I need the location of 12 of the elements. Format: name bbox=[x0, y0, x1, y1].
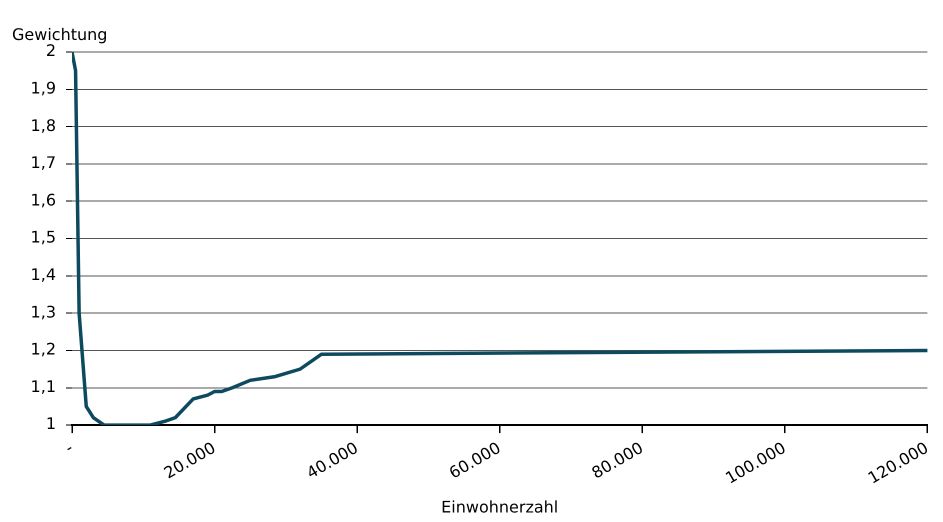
x-axis-title: Einwohnerzahl bbox=[441, 498, 558, 517]
y-tick-label: 1 bbox=[46, 414, 56, 434]
y-tick-label: 1,3 bbox=[30, 302, 56, 322]
y-tick-label: 1,6 bbox=[30, 190, 56, 210]
x-tick-label: - bbox=[62, 438, 76, 458]
y-tick-label: 1,9 bbox=[30, 78, 56, 98]
y-tick-label: 1,4 bbox=[30, 265, 56, 284]
y-tick-label: 1,5 bbox=[30, 228, 56, 247]
y-tick-label: 1,1 bbox=[30, 376, 56, 396]
y-tick-label: 1,2 bbox=[30, 340, 56, 359]
y-tick-label: 1,8 bbox=[30, 116, 56, 135]
y-tick-label: 1,7 bbox=[30, 153, 56, 172]
